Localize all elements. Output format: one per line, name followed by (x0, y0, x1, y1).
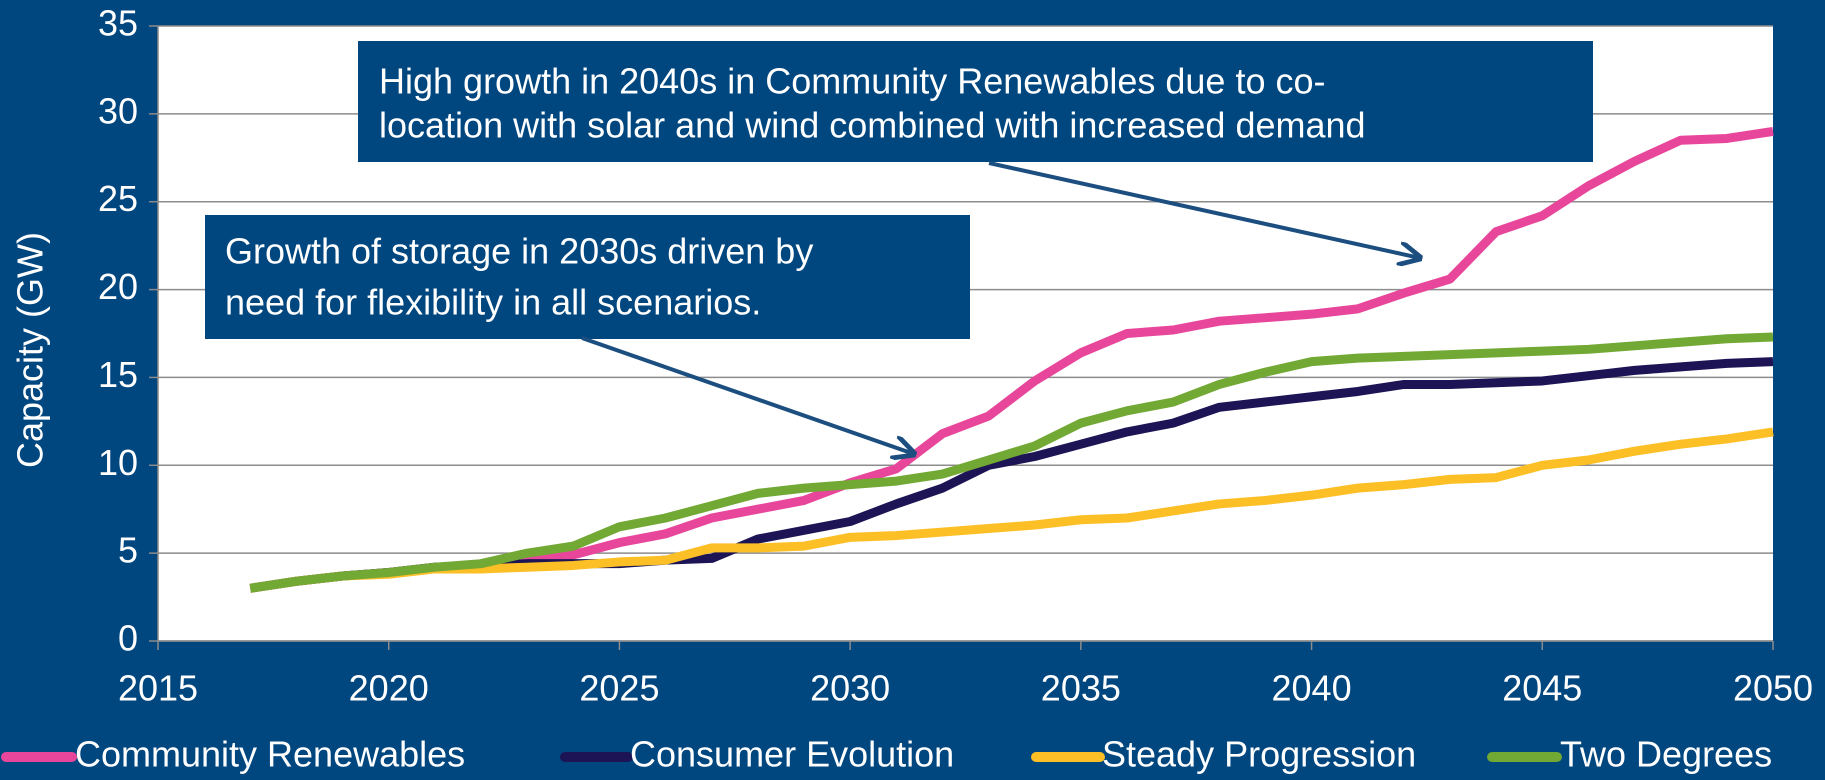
annotation-arrow (988, 161, 1420, 258)
x-tick-label: 2045 (1502, 668, 1582, 709)
y-axis-label: Capacity (GW) (10, 232, 51, 468)
y-tick-label: 0 (118, 618, 138, 659)
x-tick-label: 2030 (810, 668, 890, 709)
annotation-box (205, 215, 970, 339)
y-tick-label: 15 (98, 354, 138, 395)
y-tick-label: 10 (98, 442, 138, 483)
x-tick-label: 2040 (1272, 668, 1352, 709)
annotation-box (358, 41, 1593, 162)
x-tick-label: 2050 (1733, 668, 1813, 709)
y-tick-label: 30 (98, 90, 138, 131)
annotation-text: need for flexibility in all scenarios. (225, 282, 761, 323)
annotation-text: High growth in 2040s in Community Renewa… (379, 61, 1326, 102)
annotation-text: location with solar and wind combined wi… (379, 105, 1366, 146)
series-line (249, 332, 1774, 593)
legend-label: Consumer Evolution (630, 734, 954, 775)
legend-label: Two Degrees (1560, 734, 1772, 775)
annotation-arrow (581, 336, 914, 454)
x-tick-label: 2015 (118, 668, 198, 709)
legend-label: Community Renewables (75, 734, 465, 775)
y-tick-label: 20 (98, 266, 138, 307)
series-line (249, 427, 1774, 593)
legend-label: Steady Progression (1102, 734, 1416, 775)
x-tick-label: 2020 (349, 668, 429, 709)
annotation-text: Growth of storage in 2030s driven by (225, 231, 813, 272)
y-tick-label: 35 (98, 3, 138, 44)
x-tick-label: 2025 (579, 668, 659, 709)
y-tick-label: 5 (118, 530, 138, 571)
x-tick-label: 2035 (1041, 668, 1121, 709)
y-tick-label: 25 (98, 178, 138, 219)
